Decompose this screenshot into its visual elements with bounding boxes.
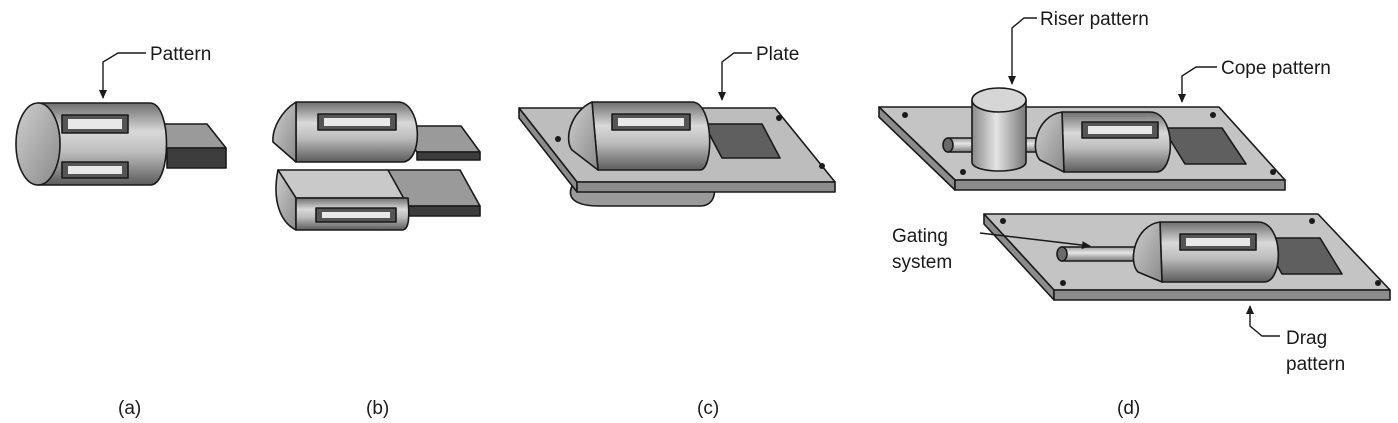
caption-b: (b)	[366, 398, 389, 419]
caption-c: (c)	[697, 398, 719, 419]
label-plate: Plate	[756, 44, 799, 65]
label-riser-pattern: Riser pattern	[1040, 9, 1149, 30]
label-pattern: Pattern	[150, 44, 211, 65]
drag-plate	[983, 213, 1391, 301]
cope-plate	[878, 87, 1286, 191]
label-gating-line1: Gating	[892, 226, 948, 247]
label-gating-line2: system	[892, 252, 952, 273]
label-cope-pattern: Cope pattern	[1221, 58, 1331, 79]
label-drag-line2: pattern	[1286, 354, 1345, 375]
label-drag-line1: Drag	[1286, 328, 1327, 349]
figure-d-cope-and-drag: Riser pattern Cope pattern Gating system…	[878, 9, 1391, 375]
callout-gating-system: Gating system	[892, 226, 1091, 273]
cylinder-body-a	[15, 102, 168, 186]
cope-half-on-plate	[567, 101, 711, 171]
callout-pattern: Pattern	[99, 44, 211, 99]
riser-pattern-cylinder	[971, 87, 1027, 172]
split-lower-half	[275, 169, 481, 231]
callout-plate: Plate	[718, 44, 799, 101]
core-print-c	[703, 123, 781, 159]
callout-cope-pattern: Cope pattern	[1178, 58, 1331, 103]
caption-a: (a)	[118, 398, 141, 419]
split-upper-half	[272, 101, 481, 163]
callout-drag-pattern: Drag pattern	[1246, 305, 1345, 375]
drag-half-d	[1132, 221, 1280, 283]
core-print-a	[147, 123, 227, 169]
figure-c-match-plate: Plate	[518, 44, 836, 207]
cope-half-d	[1034, 111, 1172, 173]
figure-a-solid-pattern: Pattern	[15, 44, 227, 186]
callout-riser-pattern: Riser pattern	[1008, 9, 1149, 85]
caption-d: (d)	[1117, 398, 1140, 419]
figure-b-split-pattern	[272, 101, 481, 231]
